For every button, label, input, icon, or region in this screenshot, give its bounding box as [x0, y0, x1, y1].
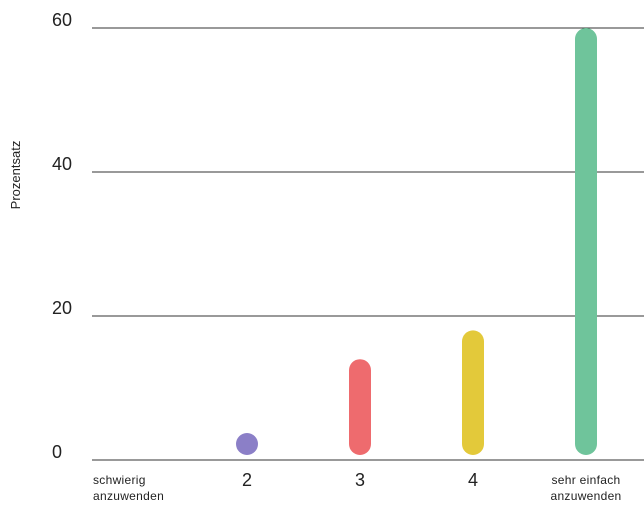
- y-tick-label: 60: [52, 10, 72, 30]
- y-tick-label: 20: [52, 298, 72, 318]
- x-tick-label: 3: [355, 470, 365, 490]
- y-tick-label: 0: [52, 442, 62, 462]
- bar-3: [462, 330, 484, 455]
- x-tick-label-line: anzuwenden: [93, 489, 164, 503]
- bar-2: [349, 359, 371, 455]
- y-tick-label: 40: [52, 154, 72, 174]
- x-tick-label-line: anzuwenden: [550, 489, 621, 503]
- x-tick-label: schwierig anzuwenden: [93, 473, 164, 503]
- x-tick-label: 4: [468, 470, 478, 490]
- gridlines: [92, 27, 644, 461]
- bars: [236, 28, 597, 455]
- y-tick-labels: 0 20 40 60: [52, 10, 72, 462]
- x-tick-labels: schwierig anzuwenden 2 3 4 sehr einfach anzuwe…: [93, 470, 621, 503]
- y-axis-label: Prozentsatz: [8, 141, 23, 210]
- x-tick-label-line: sehr einfach: [552, 473, 621, 487]
- x-tick-label: 2: [242, 470, 252, 490]
- bar-1: [236, 433, 258, 455]
- x-tick-label-line: schwierig: [93, 473, 146, 487]
- x-tick-label: sehr einfach anzuwenden: [550, 473, 621, 503]
- bar-4: [575, 28, 597, 455]
